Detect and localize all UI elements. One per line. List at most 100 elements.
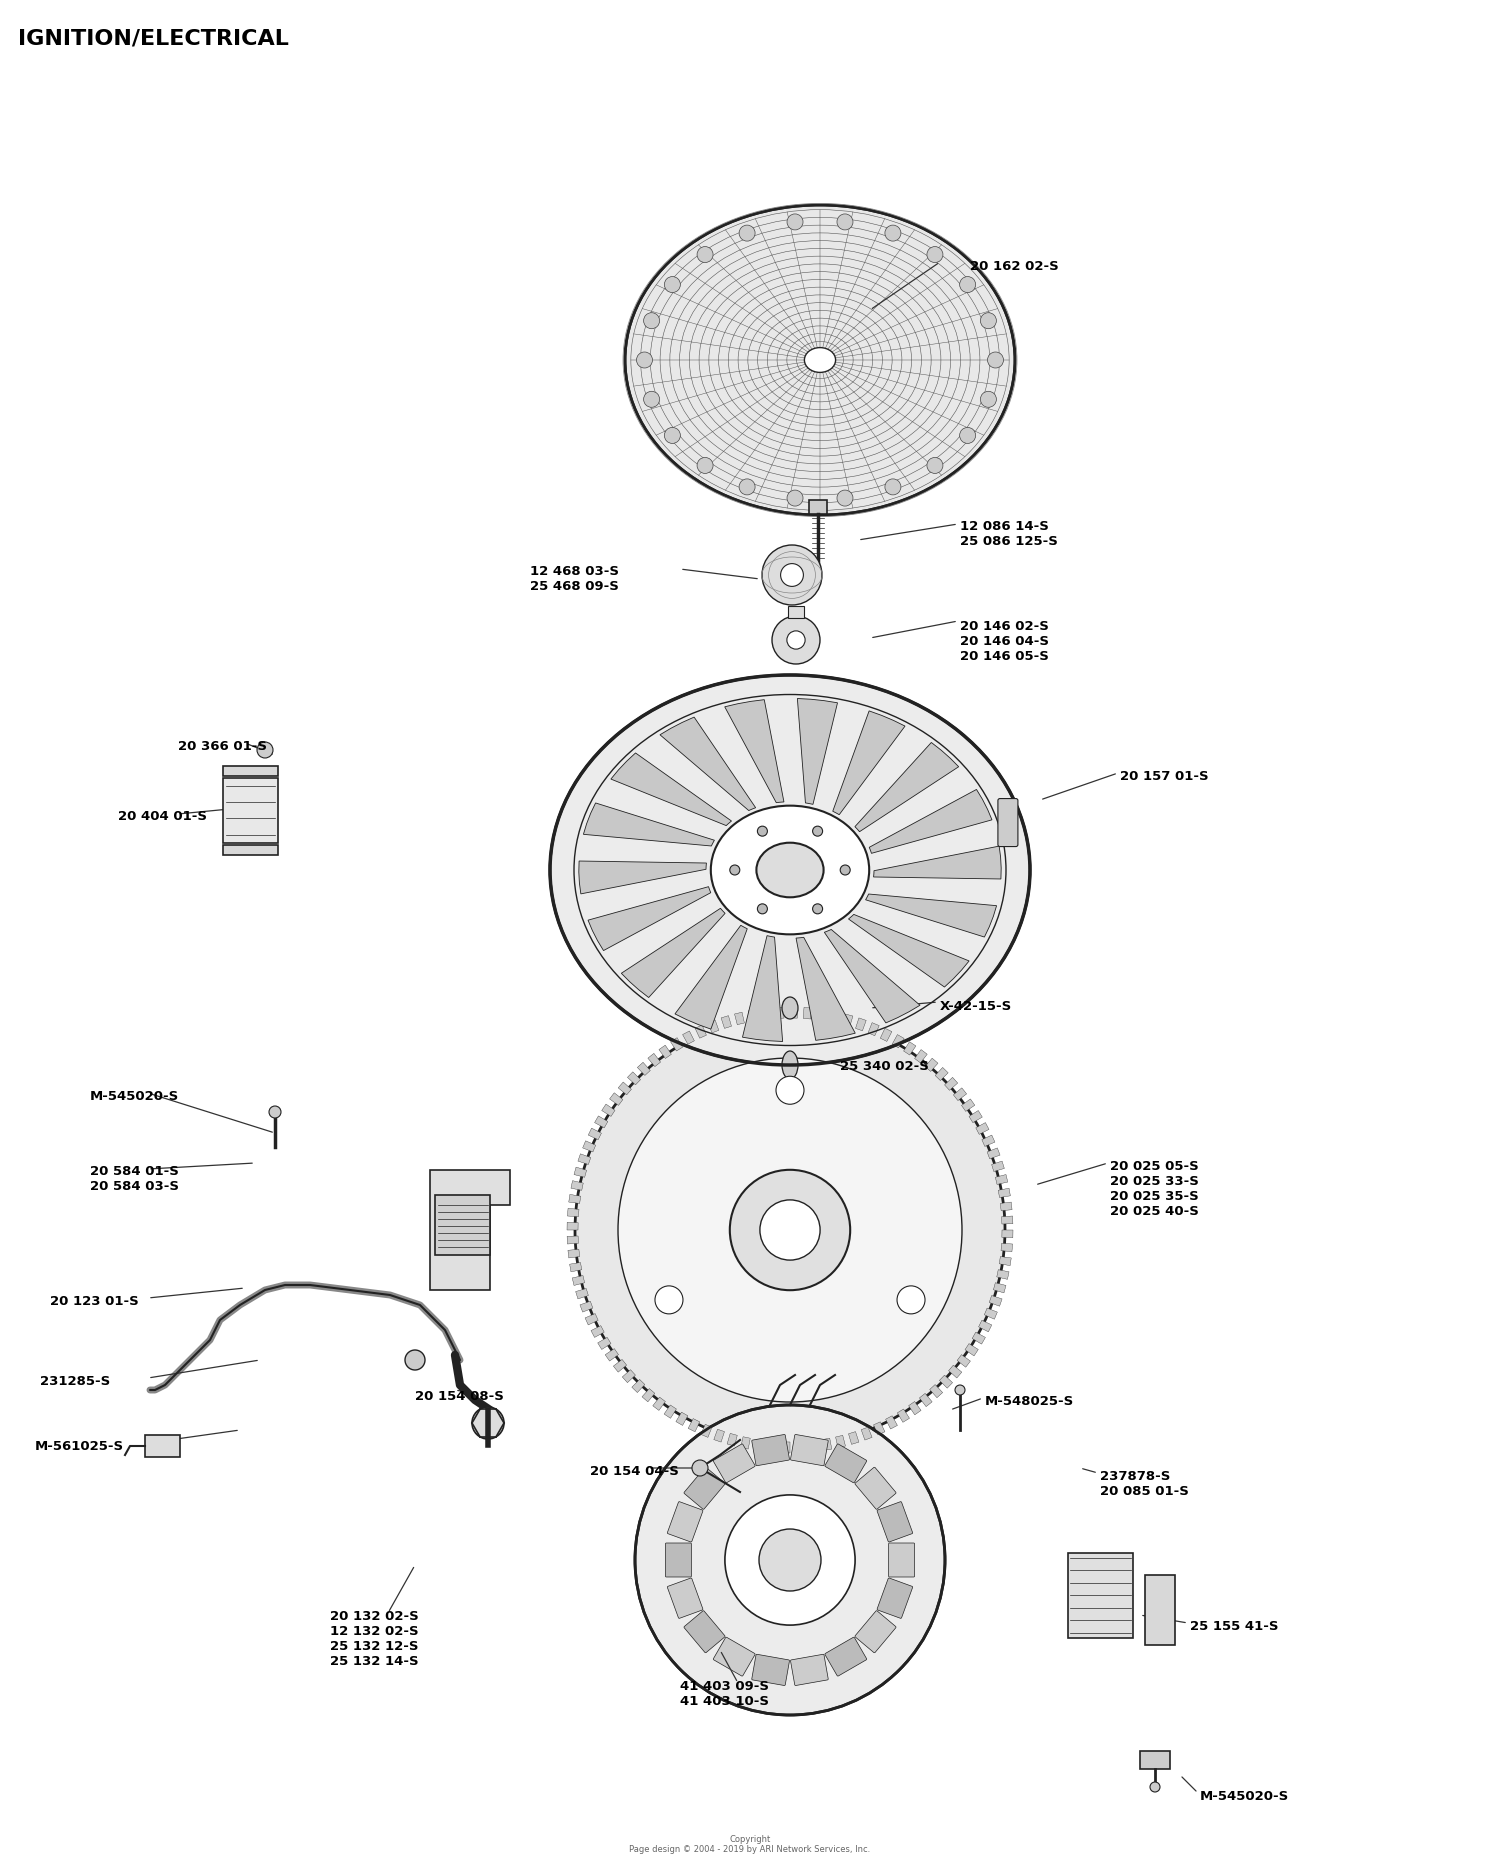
Polygon shape [580,1301,592,1312]
Circle shape [730,1171,850,1290]
Polygon shape [969,1111,982,1122]
Circle shape [885,479,902,496]
Polygon shape [584,803,714,846]
Circle shape [730,865,740,874]
Circle shape [788,214,802,229]
Text: 20 132 02-S
12 132 02-S
25 132 12-S
25 132 14-S: 20 132 02-S 12 132 02-S 25 132 12-S 25 1… [330,1610,419,1668]
Circle shape [987,352,1004,367]
Polygon shape [576,1288,588,1299]
Text: 20 366 01-S: 20 366 01-S [178,740,267,753]
Polygon shape [865,895,996,938]
Circle shape [1150,1782,1160,1791]
Polygon shape [572,1180,584,1191]
Polygon shape [568,1249,579,1258]
Circle shape [837,490,854,507]
FancyBboxPatch shape [1068,1553,1132,1637]
Polygon shape [588,887,711,951]
Circle shape [692,1460,708,1476]
Polygon shape [790,1007,798,1018]
Circle shape [837,214,854,229]
Text: 20 154 04-S: 20 154 04-S [590,1465,680,1478]
Polygon shape [1000,1202,1012,1212]
Polygon shape [926,1059,938,1072]
Circle shape [698,457,712,473]
FancyBboxPatch shape [222,766,278,775]
Polygon shape [572,1275,585,1286]
Polygon shape [984,1309,998,1320]
Polygon shape [992,1161,1005,1171]
Text: IGNITION/ELECTRICAL: IGNITION/ELECTRICAL [18,28,290,48]
Polygon shape [567,1208,579,1217]
Polygon shape [621,908,724,997]
Polygon shape [957,1355,970,1366]
Text: 12 468 03-S
25 468 09-S: 12 468 03-S 25 468 09-S [530,565,620,593]
Polygon shape [873,1422,885,1435]
Polygon shape [962,1100,975,1111]
Polygon shape [976,1122,988,1135]
Polygon shape [996,1269,1010,1279]
FancyBboxPatch shape [790,1435,828,1465]
Circle shape [758,904,768,913]
Polygon shape [602,1103,615,1117]
Text: 237878-S
20 085 01-S: 237878-S 20 085 01-S [1100,1471,1190,1499]
Polygon shape [868,1023,879,1036]
Circle shape [956,1385,964,1394]
Circle shape [960,427,975,444]
FancyBboxPatch shape [855,1467,895,1510]
Circle shape [758,826,768,837]
FancyBboxPatch shape [998,798,1018,846]
Polygon shape [574,1167,586,1178]
Polygon shape [804,1007,812,1020]
FancyBboxPatch shape [714,1637,754,1676]
Text: 20 123 01-S: 20 123 01-S [50,1295,138,1309]
Circle shape [472,1407,504,1439]
Polygon shape [579,861,706,895]
Circle shape [772,615,820,664]
Circle shape [780,563,804,587]
Polygon shape [627,1072,640,1085]
Polygon shape [567,1236,579,1243]
Polygon shape [568,1195,580,1204]
Polygon shape [652,1398,666,1411]
Polygon shape [591,1325,604,1338]
Circle shape [927,457,944,473]
Polygon shape [945,1077,957,1090]
Ellipse shape [782,997,798,1020]
Circle shape [760,1200,820,1260]
Circle shape [644,313,660,328]
Polygon shape [897,1409,909,1422]
Text: 20 157 01-S: 20 157 01-S [1120,770,1209,783]
Polygon shape [849,915,969,988]
Text: 20 404 01-S: 20 404 01-S [118,811,207,824]
Polygon shape [939,1376,952,1389]
Polygon shape [430,1171,510,1290]
Polygon shape [610,753,732,826]
Polygon shape [855,1018,865,1031]
Circle shape [897,1286,926,1314]
Polygon shape [861,1428,871,1441]
Circle shape [268,1105,280,1118]
FancyBboxPatch shape [668,1502,704,1542]
Polygon shape [885,1417,897,1430]
Circle shape [981,391,996,408]
Circle shape [759,1528,820,1592]
Polygon shape [930,1385,942,1398]
FancyBboxPatch shape [668,1579,704,1618]
Circle shape [636,352,652,367]
Circle shape [618,1059,962,1402]
Ellipse shape [804,347,836,373]
FancyBboxPatch shape [878,1579,912,1618]
Polygon shape [682,1031,694,1044]
Polygon shape [735,1012,744,1025]
Circle shape [788,630,806,649]
Polygon shape [582,1141,596,1152]
Polygon shape [825,930,920,1023]
Polygon shape [638,1062,651,1076]
Text: 231285-S: 231285-S [40,1376,111,1389]
Circle shape [740,479,754,496]
Polygon shape [567,1223,578,1230]
Polygon shape [618,1081,632,1094]
FancyBboxPatch shape [825,1445,867,1482]
Circle shape [724,1495,855,1625]
FancyBboxPatch shape [435,1195,490,1254]
